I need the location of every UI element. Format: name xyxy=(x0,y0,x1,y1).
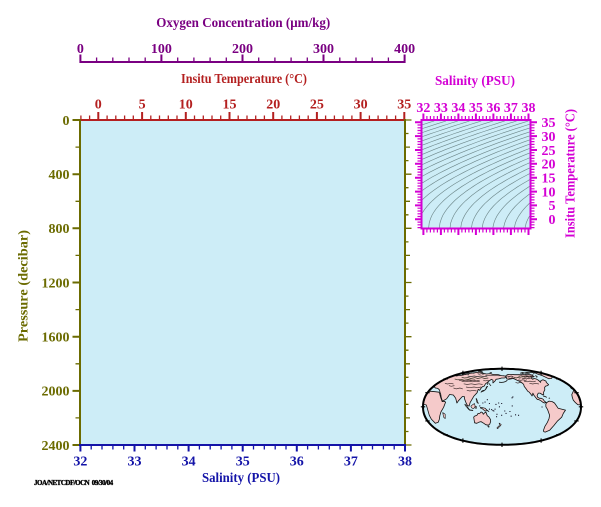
svg-text:400: 400 xyxy=(49,168,70,183)
svg-text:15: 15 xyxy=(542,172,556,187)
svg-text:35: 35 xyxy=(236,455,250,470)
svg-text:20: 20 xyxy=(542,158,556,173)
svg-text:800: 800 xyxy=(49,222,70,237)
svg-text:36: 36 xyxy=(290,455,304,470)
svg-text:0: 0 xyxy=(95,98,102,113)
svg-text:Oxygen Concentration (μm/kg): Oxygen Concentration (μm/kg) xyxy=(156,16,330,31)
svg-text:0: 0 xyxy=(549,213,556,228)
svg-text:32: 32 xyxy=(416,101,430,116)
svg-text:2000: 2000 xyxy=(42,385,70,400)
svg-text:35: 35 xyxy=(469,101,483,116)
svg-text:35: 35 xyxy=(542,116,556,131)
svg-text:25: 25 xyxy=(310,98,324,113)
svg-text:Insitu Temperature (°C): Insitu Temperature (°C) xyxy=(181,72,307,87)
svg-text:300: 300 xyxy=(313,42,334,57)
svg-text:Salinity (PSU): Salinity (PSU) xyxy=(202,471,280,486)
svg-text:0: 0 xyxy=(77,42,84,57)
svg-text:10: 10 xyxy=(542,185,556,200)
svg-text:35: 35 xyxy=(397,98,411,113)
svg-text:Salinity (PSU): Salinity (PSU) xyxy=(435,74,515,89)
svg-text:JOA/NETCDF/OCN 09/30/04: JOA/NETCDF/OCN 09/30/04 xyxy=(34,479,114,487)
svg-text:10: 10 xyxy=(179,98,193,113)
svg-text:5: 5 xyxy=(139,98,146,113)
svg-text:37: 37 xyxy=(504,101,518,116)
svg-text:33: 33 xyxy=(128,455,142,470)
svg-text:5: 5 xyxy=(549,199,556,214)
svg-text:30: 30 xyxy=(542,130,556,145)
svg-text:33: 33 xyxy=(434,101,448,116)
svg-text:25: 25 xyxy=(542,144,556,159)
svg-text:2400: 2400 xyxy=(42,439,70,454)
svg-text:1200: 1200 xyxy=(42,276,70,291)
svg-text:400: 400 xyxy=(394,42,415,57)
svg-text:37: 37 xyxy=(344,455,358,470)
svg-text:30: 30 xyxy=(354,98,368,113)
svg-text:20: 20 xyxy=(266,98,280,113)
svg-text:100: 100 xyxy=(151,42,172,57)
svg-text:15: 15 xyxy=(223,98,237,113)
svg-text:Insitu Temperature (°C): Insitu Temperature (°C) xyxy=(564,109,579,238)
svg-text:200: 200 xyxy=(232,42,253,57)
svg-text:1600: 1600 xyxy=(42,331,70,346)
svg-text:0: 0 xyxy=(63,114,70,129)
svg-text:34: 34 xyxy=(451,101,465,116)
svg-text:Pressure (decibar): Pressure (decibar) xyxy=(17,230,32,342)
svg-text:38: 38 xyxy=(522,101,536,116)
svg-text:32: 32 xyxy=(73,455,87,470)
svg-text:34: 34 xyxy=(182,455,196,470)
svg-text:36: 36 xyxy=(486,101,500,116)
svg-text:38: 38 xyxy=(398,455,412,470)
